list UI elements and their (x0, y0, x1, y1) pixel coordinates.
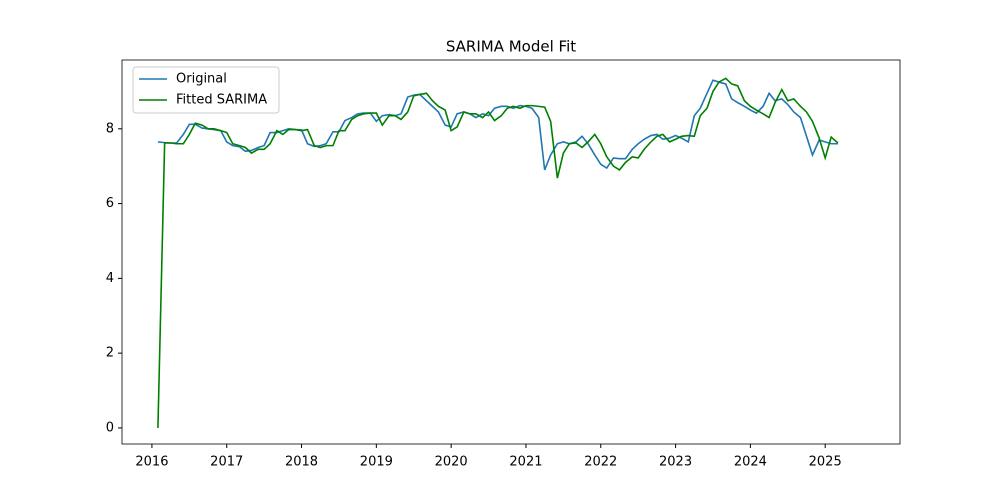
x-tick-label: 2025 (809, 455, 842, 470)
y-tick-label: 0 (106, 420, 114, 435)
plot-frame (121, 59, 901, 445)
x-tick-label: 2020 (435, 455, 468, 470)
x-tick-label: 2018 (285, 455, 318, 470)
legend-label: Original (176, 72, 227, 87)
legend: Original Fitted SARIMA (132, 66, 280, 114)
y-tick-label: 4 (106, 271, 114, 286)
x-tick-label: 2016 (135, 455, 168, 470)
y-tick-label: 2 (106, 346, 114, 361)
x-tick-label: 2021 (509, 455, 542, 470)
series-line (157, 79, 838, 171)
y-tick-label: 6 (106, 196, 114, 211)
chart-title: SARIMA Model Fit (446, 38, 576, 56)
x-tick-label: 2019 (360, 455, 393, 470)
y-tick-label: 8 (106, 121, 114, 136)
x-tick-label: 2022 (584, 455, 617, 470)
legend-label: Fitted SARIMA (176, 93, 267, 108)
x-tick-label: 2017 (210, 455, 243, 470)
legend-box (132, 66, 280, 114)
x-tick-label: 2023 (659, 455, 692, 470)
series-line (157, 77, 839, 428)
x-tick-label: 2024 (734, 455, 767, 470)
